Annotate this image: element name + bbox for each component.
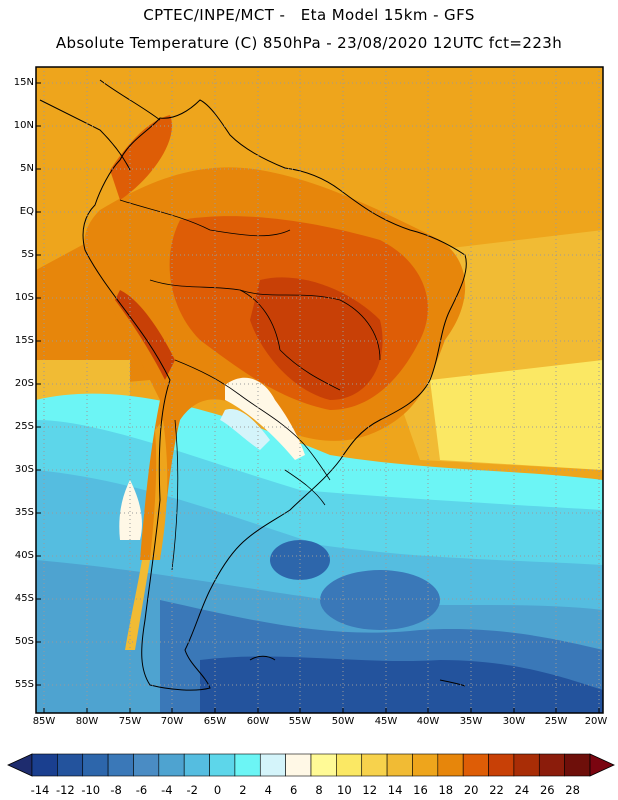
lon-label: 60W: [246, 716, 270, 727]
colorbar-label: 8: [315, 783, 323, 797]
colorbar-cell: [336, 753, 363, 777]
map-frame: [35, 66, 604, 714]
colorbar-cell: [513, 753, 540, 777]
lat-label: 25S: [14, 421, 34, 432]
lon-label: 35W: [459, 716, 483, 727]
colorbar-label: 10: [337, 783, 352, 797]
colorbar-label: -10: [81, 783, 101, 797]
colorbar-cell: [437, 753, 464, 777]
temperature-field: [36, 67, 603, 713]
lat-label: 5S: [21, 249, 34, 260]
colorbar-min-arrow: [7, 753, 33, 777]
lat-label: 5N: [20, 163, 34, 174]
colorbar-cell: [82, 753, 109, 777]
colorbar-label: 0: [213, 783, 222, 797]
lat-label: 30S: [14, 464, 34, 475]
colorbar-cell: [412, 753, 439, 777]
lat-label: 10S: [14, 292, 34, 303]
colorbar-label: -4: [161, 783, 173, 797]
title-line-2: Absolute Temperature (C) 850hPa - 23/08/…: [55, 34, 563, 52]
colorbar-label: 14: [387, 783, 403, 797]
colorbar-label: -2: [186, 783, 198, 797]
colorbar-cell: [310, 753, 337, 777]
temperature-map: [35, 66, 604, 714]
colorbar-cell: [361, 753, 388, 777]
colorbar-label: -14: [30, 783, 50, 797]
colorbar-label: 26: [539, 783, 555, 797]
colorbar-max-arrow: [589, 753, 615, 777]
lon-label: 50W: [331, 716, 355, 727]
lat-label: 15S: [14, 335, 34, 346]
colorbar-label: 4: [264, 783, 272, 797]
lon-label: 45W: [374, 716, 398, 727]
graticule: [36, 67, 603, 713]
colorbar-label: 12: [362, 783, 378, 797]
colorbar-cell: [209, 753, 236, 777]
title-line-1: CPTEC/INPE/MCT - Eta Model 15km - GFS: [143, 6, 475, 24]
lon-label: 30W: [502, 716, 526, 727]
colorbar-cell: [183, 753, 210, 777]
lat-label: 10N: [13, 120, 34, 131]
lon-label: 55W: [288, 716, 312, 727]
colorbar-cell: [133, 753, 160, 777]
colorbar-cell: [57, 753, 84, 777]
axis-ticks: [36, 82, 600, 713]
colorbar-cell: [107, 753, 134, 777]
lat-label: 15N: [13, 77, 34, 88]
lon-label: 20W: [584, 716, 608, 727]
lat-label: 55S: [14, 679, 34, 690]
lat-label: 50S: [14, 636, 34, 647]
colorbar-label: 22: [489, 783, 504, 797]
colorbar-cell: [538, 753, 565, 777]
colorbar-label: 6: [289, 783, 298, 797]
colorbar-cell: [564, 753, 591, 777]
colorbar-cell: [234, 753, 261, 777]
lon-label: 40W: [416, 716, 440, 727]
lon-label: 85W: [32, 716, 56, 727]
lat-label: 35S: [14, 507, 34, 518]
lon-label: 75W: [118, 716, 142, 727]
colorbar-label: 18: [438, 783, 454, 797]
colorbar-cell: [386, 753, 413, 777]
colorbar-cell: [158, 753, 185, 777]
colorbar-cell: [259, 753, 286, 777]
lon-label: 80W: [75, 716, 99, 727]
lon-label: 25W: [544, 716, 568, 727]
colorbar-label: 20: [463, 783, 479, 797]
lon-label: 70W: [160, 716, 184, 727]
colorbar-label: -6: [135, 783, 148, 797]
colorbar-label: 2: [239, 783, 247, 797]
colorbar-cells: [31, 753, 591, 777]
lon-label: 65W: [203, 716, 227, 727]
colorbar-label: 28: [565, 783, 580, 797]
lat-label: 40S: [14, 550, 34, 561]
colorbar-cell: [285, 753, 312, 777]
colorbar-cell: [488, 753, 515, 777]
colorbar: [7, 753, 615, 777]
lat-label: EQ: [19, 206, 34, 217]
colorbar-label: -12: [55, 783, 75, 797]
lat-label: 45S: [14, 593, 34, 604]
colorbar-label: 24: [514, 783, 530, 797]
colorbar-cell: [31, 753, 58, 777]
colorbar-label: 16: [413, 783, 428, 797]
colorbar-label: -8: [110, 783, 122, 797]
lat-label: 20S: [14, 378, 34, 389]
colorbar-cell: [462, 753, 489, 777]
